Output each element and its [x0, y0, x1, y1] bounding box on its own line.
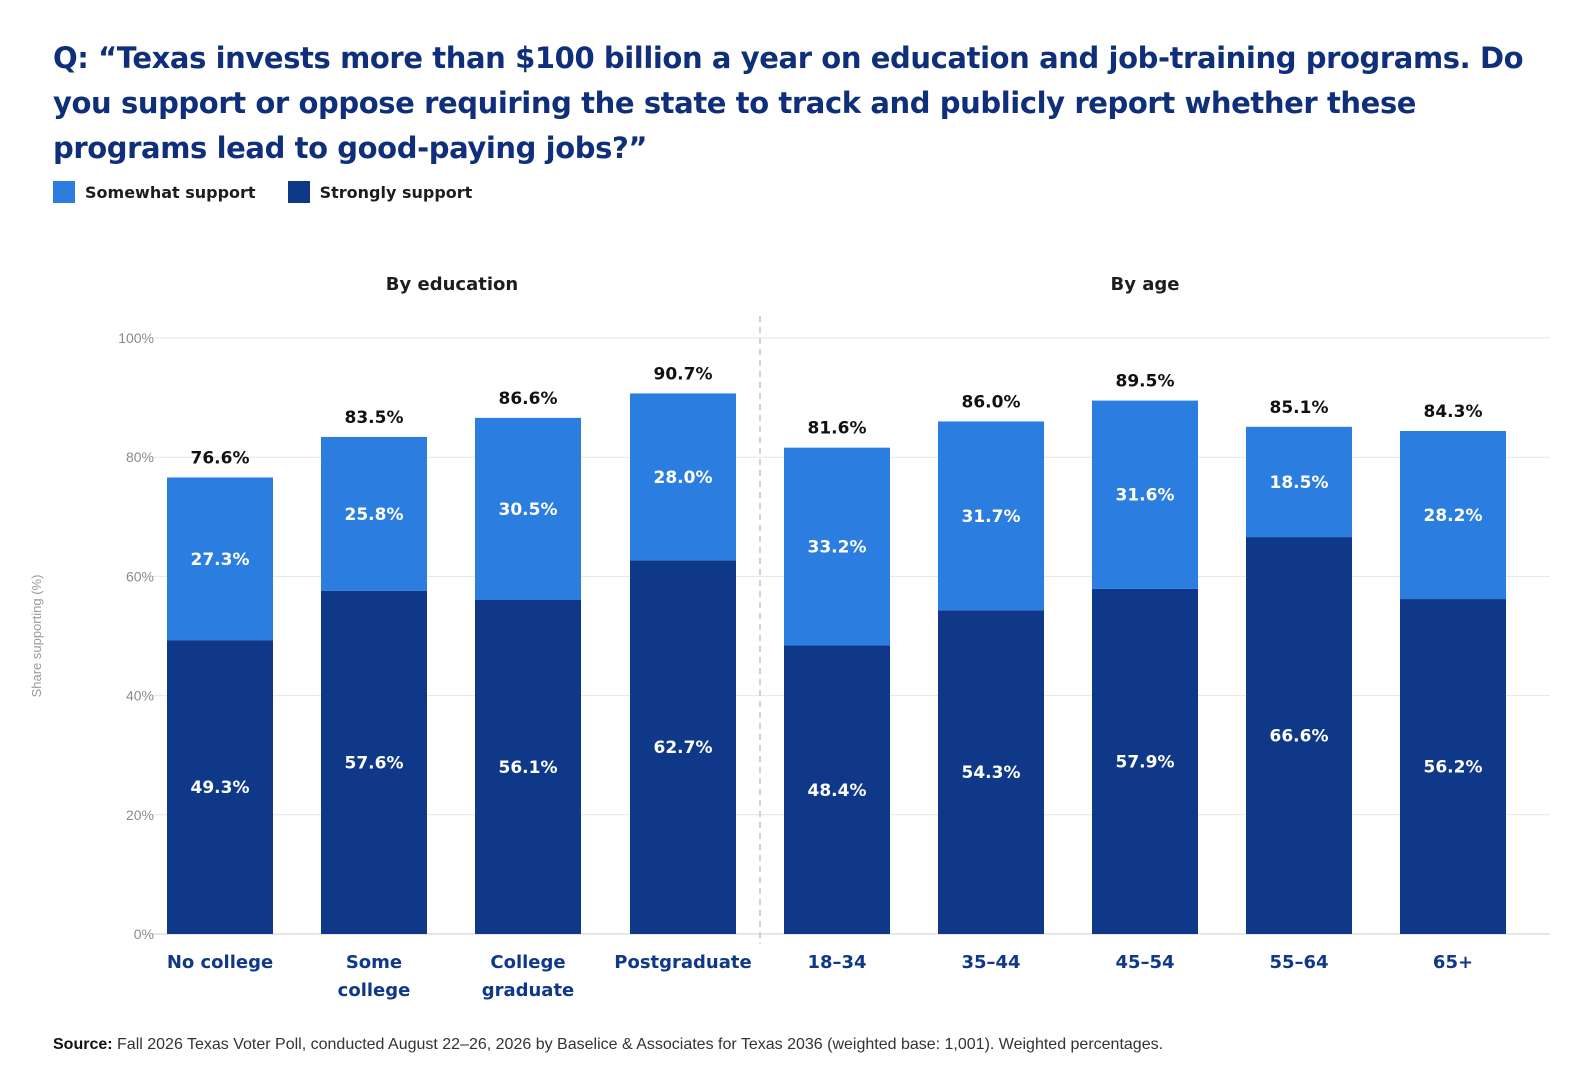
data-label-somewhat: 28.2%: [1424, 506, 1483, 526]
x-tick-label: Some: [346, 952, 402, 973]
data-label-somewhat: 30.5%: [499, 500, 558, 520]
bar-strongly-support: [938, 610, 1044, 934]
legend-swatch-strongly: [287, 181, 310, 203]
x-tick-label: College: [490, 952, 565, 973]
chart-title: Q: “Texas invests more than $100 billion…: [53, 41, 1524, 165]
y-tick-label: 0%: [134, 926, 154, 942]
bar-strongly-support: [167, 640, 273, 934]
x-tick-label: 45–54: [1115, 952, 1174, 973]
data-label-somewhat: 31.6%: [1116, 486, 1175, 506]
bar-somewhat-support: [938, 421, 1044, 611]
data-label-strongly: 56.2%: [1424, 758, 1483, 778]
bar-somewhat-support: [1400, 430, 1506, 600]
legend-swatch-somewhat: [53, 181, 75, 203]
legend: Somewhat support Strongly support: [53, 181, 504, 203]
legend-item-somewhat: Somewhat support: [53, 181, 256, 203]
data-label-strongly: 66.6%: [1270, 727, 1329, 747]
y-tick-label: 20%: [126, 807, 154, 823]
bar-somewhat-support: [167, 477, 273, 641]
x-tick-label: graduate: [482, 980, 575, 1001]
data-label-total: 81.6%: [808, 419, 867, 439]
data-label-total: 76.6%: [191, 448, 250, 468]
bar-somewhat-support: [630, 393, 736, 561]
data-label-total: 86.0%: [962, 392, 1021, 412]
x-tick-label: 55–64: [1269, 952, 1328, 973]
x-tick-label: No college: [167, 952, 273, 973]
data-label-somewhat: 28.0%: [654, 468, 713, 488]
data-label-total: 83.5%: [345, 408, 404, 428]
data-label-total: 85.1%: [1270, 398, 1329, 418]
y-tick-label: 100%: [118, 330, 154, 346]
bar-somewhat-support: [1246, 426, 1352, 538]
bar-strongly-support: [1400, 599, 1506, 934]
y-tick-label: 80%: [126, 449, 154, 465]
y-tick-label: 40%: [126, 688, 154, 704]
x-tick-label: 65+: [1433, 952, 1473, 973]
x-tick-label: college: [338, 980, 411, 1001]
data-label-strongly: 57.9%: [1116, 752, 1175, 772]
x-tick-label: 35–44: [961, 952, 1020, 973]
data-label-somewhat: 27.3%: [191, 550, 250, 570]
data-label-strongly: 54.3%: [962, 763, 1021, 783]
data-label-somewhat: 33.2%: [808, 538, 867, 558]
data-label-somewhat: 18.5%: [1270, 473, 1329, 493]
bar-strongly-support: [1092, 588, 1198, 934]
data-label-strongly: 48.4%: [808, 781, 867, 801]
data-label-strongly: 57.6%: [345, 753, 404, 773]
x-tick-label: 18–34: [807, 952, 866, 973]
bar-strongly-support: [1246, 537, 1352, 934]
y-axis-title: Share supporting (%): [29, 575, 44, 698]
data-label-strongly: 62.7%: [654, 738, 713, 758]
data-label-strongly: 56.1%: [499, 758, 558, 778]
source-note: Source: Fall 2026 Texas Voter Poll, cond…: [53, 1036, 1163, 1054]
x-tick-label: Postgraduate: [614, 952, 751, 973]
bar-somewhat-support: [1092, 400, 1198, 589]
bar-strongly-support: [475, 599, 581, 934]
bar-somewhat-support: [784, 447, 890, 646]
bar-somewhat-support: [475, 417, 581, 600]
bar-strongly-support: [630, 560, 736, 934]
y-tick-label: 60%: [126, 568, 154, 584]
legend-label-strongly: Strongly support: [319, 182, 473, 202]
data-label-somewhat: 31.7%: [962, 507, 1021, 527]
bar-strongly-support: [784, 645, 890, 934]
data-label-total: 84.3%: [1424, 402, 1483, 422]
data-label-strongly: 49.3%: [191, 778, 250, 798]
data-label-total: 90.7%: [654, 364, 713, 384]
bar-strongly-support: [321, 590, 427, 934]
group-heading: By age: [1111, 274, 1180, 295]
bar-somewhat-support: [321, 436, 427, 591]
legend-label-somewhat: Somewhat support: [85, 182, 256, 202]
group-heading: By education: [386, 274, 518, 295]
source-label: Source:: [53, 1036, 113, 1053]
data-label-somewhat: 25.8%: [345, 505, 404, 525]
data-label-total: 89.5%: [1116, 372, 1175, 392]
data-label-total: 86.6%: [499, 389, 558, 409]
legend-item-strongly: Strongly support: [287, 181, 473, 203]
source-text: Fall 2026 Texas Voter Poll, conducted Au…: [112, 1036, 1164, 1053]
